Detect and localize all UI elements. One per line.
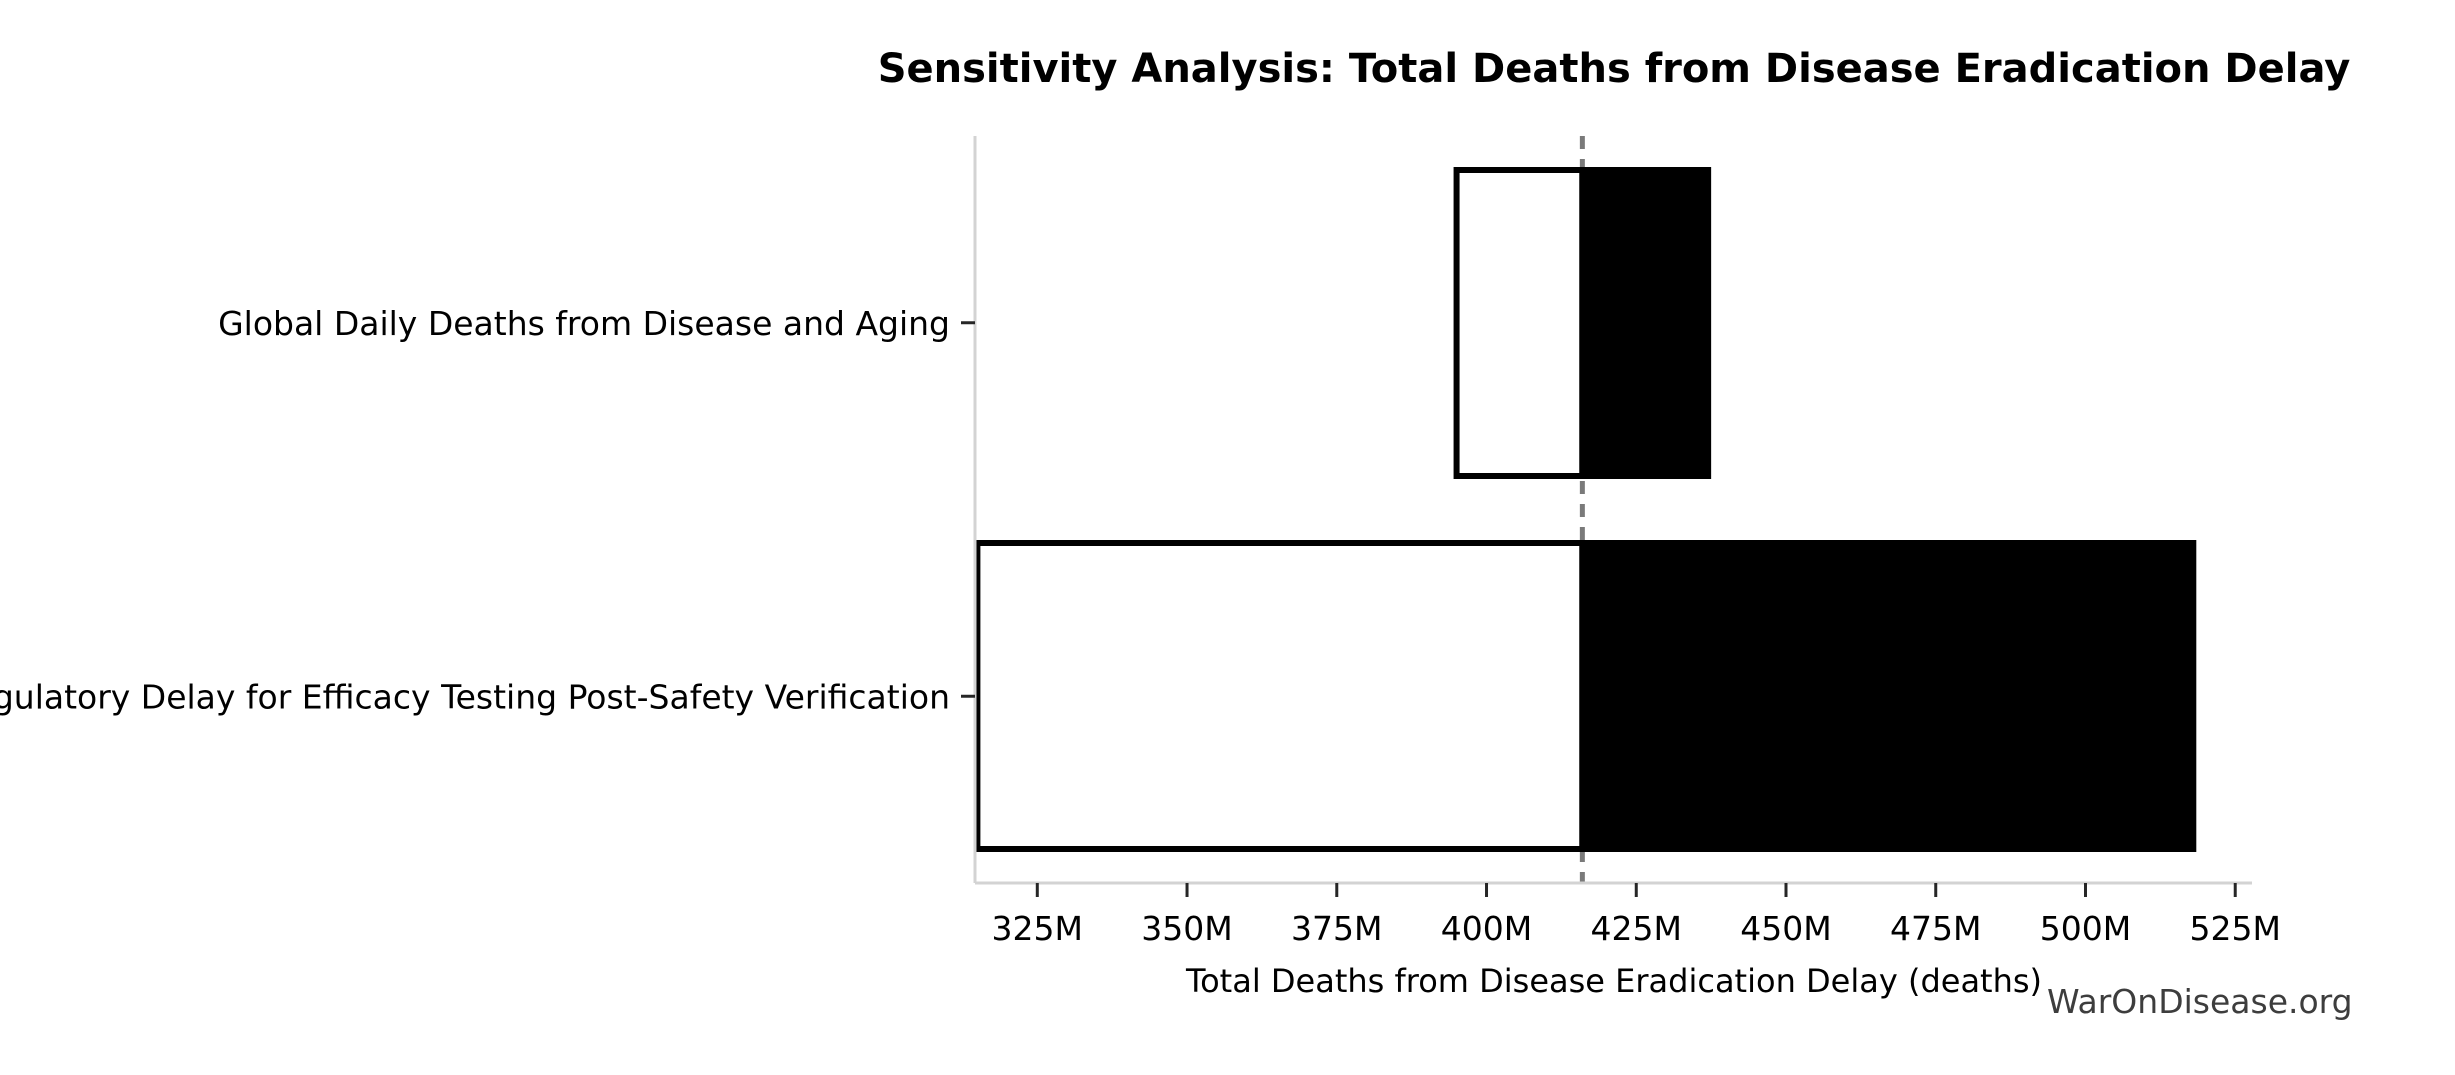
x-tick-label: 450M [1740,909,1831,948]
x-axis-label: Total Deaths from Disease Eradication De… [1185,962,2043,1000]
y-category-label: Global Daily Deaths from Disease and Agi… [218,304,950,343]
x-tick-label: 525M [2189,909,2280,948]
bar-low-segment [974,540,1586,852]
chart-title: Sensitivity Analysis: Total Deaths from … [877,46,2351,92]
bar-low-segment [1453,167,1586,479]
x-tick-label: 500M [2040,909,2131,948]
y-category-label: Regulatory Delay for Efficacy Testing Po… [0,677,950,716]
x-tick-label: 325M [992,909,1083,948]
x-tick-label: 375M [1291,909,1382,948]
x-tick-label: 350M [1141,909,1232,948]
x-tick-label: 400M [1441,909,1532,948]
watermark-text: WarOnDisease.org [2047,982,2353,1021]
bar-high-segment [1579,540,2197,852]
x-tick-label: 475M [1890,909,1981,948]
bar-high-segment [1579,167,1712,479]
x-tick-label: 425M [1591,909,1682,948]
